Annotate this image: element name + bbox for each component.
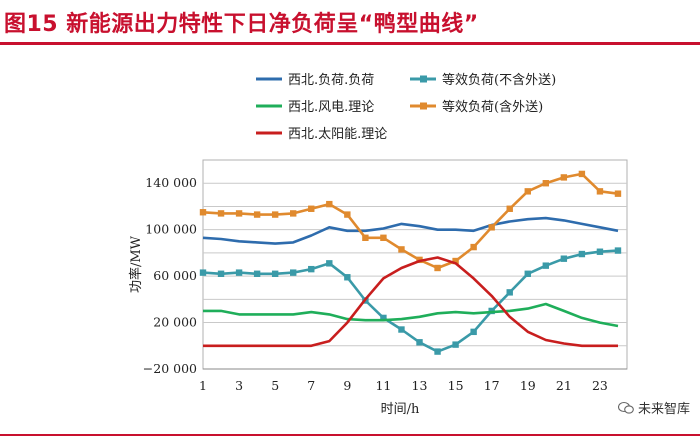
legend-marker — [420, 75, 427, 83]
series-point-3 — [253, 211, 261, 218]
series-point-1 — [596, 248, 604, 255]
legend-label: 西北.风电.理论 — [288, 100, 374, 115]
x-tick-label: 17 — [484, 378, 500, 393]
series-point-3 — [235, 210, 243, 217]
x-axis-label: 时间/h — [381, 402, 420, 417]
y-axis-label: 功率/MW — [128, 235, 144, 293]
x-tick-label: 21 — [556, 378, 572, 393]
series-point-1 — [452, 341, 459, 348]
series-point-1 — [308, 265, 315, 273]
series-point-1 — [560, 255, 568, 262]
bottom-rule — [0, 434, 700, 436]
wechat-icon — [617, 401, 634, 414]
y-tick-label: 60 000 — [153, 268, 197, 283]
series-point-3 — [326, 200, 333, 208]
series-line-0 — [202, 216, 619, 245]
series-line-3 — [202, 172, 619, 270]
series-point-3 — [380, 234, 387, 241]
series-point-1 — [578, 250, 586, 258]
series-point-3 — [290, 210, 297, 217]
legend-marker — [420, 102, 427, 110]
series-point-1 — [199, 269, 207, 276]
series-point-3 — [578, 170, 586, 178]
x-tick-label: 9 — [343, 378, 351, 393]
title-rule — [0, 42, 700, 45]
figure-title: 图15 新能源出力特性下日净负荷呈“鸭型曲线” — [4, 12, 479, 37]
series-layer — [199, 170, 622, 355]
series-point-3 — [362, 234, 369, 241]
series-point-1 — [271, 270, 279, 277]
series-point-3 — [398, 246, 405, 253]
series-point-1 — [398, 326, 405, 333]
series-point-3 — [524, 188, 531, 195]
series-point-3 — [596, 188, 604, 195]
series-point-3 — [560, 174, 568, 181]
series-point-1 — [434, 348, 441, 355]
series-point-3 — [452, 257, 459, 265]
legend-layer: 西北.负荷.负荷 等效负荷(不含外送) 西北.风电.理论 等效负荷(含外送) 西北.太阳… — [256, 72, 556, 142]
series-point-1 — [470, 328, 477, 336]
x-tick-label: 11 — [375, 378, 391, 393]
x-tick-label: 3 — [235, 378, 243, 393]
series-point-3 — [217, 210, 225, 217]
x-tick-label: 23 — [592, 378, 608, 393]
legend-label: 西北.太阳能.理论 — [288, 127, 387, 142]
series-point-3 — [614, 190, 622, 197]
series-point-1 — [524, 270, 531, 277]
y-tick-label: 140 000 — [145, 175, 197, 190]
series-point-3 — [488, 224, 495, 231]
legend-label: 等效负荷(含外送) — [442, 99, 543, 115]
series-point-1 — [614, 247, 622, 254]
series-point-1 — [542, 262, 550, 269]
series-point-1 — [416, 339, 423, 346]
y-tick-label: −20 000 — [143, 361, 197, 376]
series-point-3 — [271, 211, 279, 218]
series-point-3 — [542, 180, 550, 187]
legend-label: 西北.负荷.负荷 — [288, 73, 374, 88]
legend-label: 等效负荷(不含外送) — [442, 72, 556, 88]
x-tick-label: 5 — [271, 378, 279, 393]
y-tick-label: 100 000 — [145, 222, 197, 237]
series-point-1 — [253, 270, 261, 277]
x-tick-label: 15 — [448, 378, 464, 393]
series-point-1 — [506, 289, 513, 296]
series-point-1 — [326, 260, 333, 267]
series-point-1 — [290, 269, 297, 276]
series-point-1 — [217, 270, 225, 277]
series-point-1 — [235, 269, 243, 276]
y-tick-label: 20 000 — [153, 315, 197, 330]
x-tick-label: 19 — [520, 378, 536, 393]
series-point-3 — [344, 211, 351, 218]
series-point-3 — [199, 209, 207, 216]
x-tick-label: 1 — [199, 378, 207, 393]
series-point-3 — [470, 243, 477, 251]
series-point-1 — [380, 314, 387, 322]
watermark-text: 未来智库 — [637, 402, 690, 417]
x-tick-label: 7 — [307, 378, 315, 393]
watermark: 未来智库 — [617, 398, 690, 417]
series-point-1 — [344, 274, 351, 281]
series-point-3 — [308, 205, 315, 212]
x-tick-label: 13 — [412, 378, 428, 393]
series-point-3 — [506, 205, 513, 212]
series-point-3 — [434, 264, 441, 272]
series-line-4 — [203, 256, 618, 348]
series-line-2 — [203, 302, 619, 328]
